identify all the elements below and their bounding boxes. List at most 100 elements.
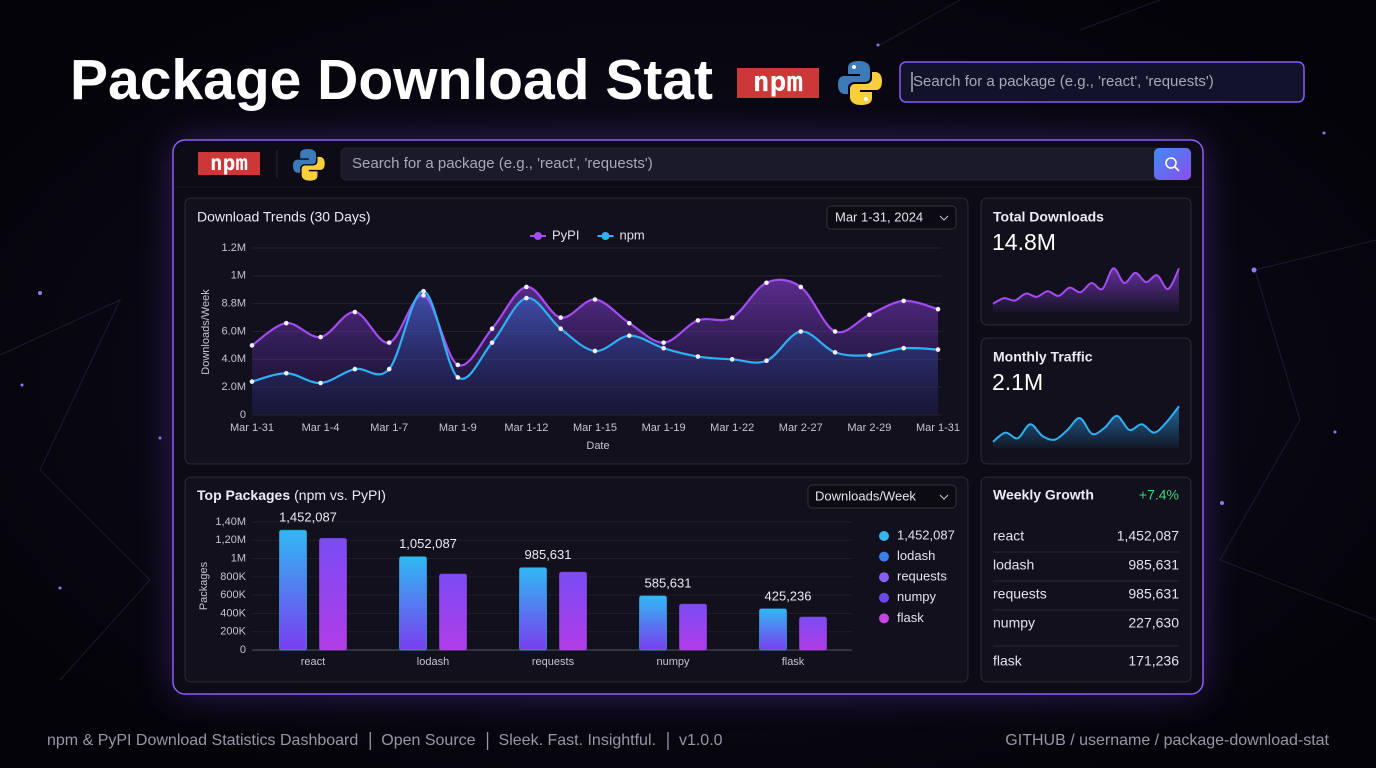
data-point — [627, 333, 632, 338]
background-stars — [20, 43, 1337, 590]
legend-marker — [879, 531, 889, 541]
bar — [319, 537, 347, 651]
y-axis-label: Packages — [198, 561, 210, 610]
data-point — [421, 288, 426, 294]
data-point — [558, 326, 563, 332]
y-tick-label: 0 — [240, 644, 246, 656]
footer-link[interactable]: GITHUB / username / package-download-sta… — [1005, 732, 1329, 749]
y-tick-label: 4.0M — [222, 353, 246, 365]
background-lines — [0, 0, 1376, 681]
x-axis-label: Date — [586, 440, 609, 452]
dropdown-chevron — [939, 494, 949, 500]
y-axis-label: Downloads/Week — [200, 289, 212, 375]
date-dropdown[interactable] — [826, 205, 957, 230]
trends-title: Download Trends (30 Days) — [197, 209, 371, 225]
data-point — [524, 295, 529, 301]
legend-marker — [879, 592, 889, 603]
kpi-value: 14.8M — [992, 229, 1056, 255]
footer-item: Sleek. Fast. Insightful. — [499, 732, 656, 749]
bar-annotation: 985,631 — [525, 547, 572, 562]
x-tick-label: Mar 1-31 — [230, 422, 274, 434]
legend-marker — [879, 613, 889, 624]
bar-annotation: 1,452,087 — [279, 510, 337, 525]
npm-logo-bg — [737, 68, 819, 98]
toolbar-npm-logo: npm — [198, 151, 260, 175]
growth-value: 171,236 — [1128, 653, 1179, 669]
sparkline-area — [993, 268, 1179, 312]
y-tick-label: 2.0M — [222, 381, 246, 393]
data-point — [421, 293, 426, 298]
growth-name: lodash — [993, 557, 1034, 573]
growth-name: flask — [993, 653, 1023, 669]
toolbar-python-logo — [293, 149, 325, 181]
y-tick-label: 1.2M — [222, 242, 246, 254]
growth-value: 985,631 — [1128, 586, 1179, 602]
y-tick-label: 1,20M — [215, 534, 246, 546]
footer-item: npm & PyPI Download Statistics Dashboard — [47, 732, 358, 749]
packages-title-main: Top Packages — [197, 487, 290, 503]
data-point — [318, 334, 323, 340]
x-tick-label: lodash — [417, 656, 449, 668]
toolbar-npm-bg — [198, 152, 260, 175]
data-point — [832, 350, 838, 355]
search-button[interactable] — [1154, 148, 1191, 180]
page-title: Package Download Stat — [70, 48, 713, 112]
x-tick-label: Mar 1-12 — [504, 422, 548, 434]
metric-dropdown[interactable] — [807, 484, 957, 509]
data-point — [352, 366, 358, 372]
x-tick-label: numpy — [656, 656, 690, 668]
x-tick-label: Mar 1-22 — [710, 422, 754, 434]
legend-marker — [534, 232, 542, 240]
data-point — [901, 298, 906, 304]
legend-label: requests — [897, 569, 947, 584]
growth-title: Weekly Growth — [993, 487, 1094, 503]
bar — [519, 567, 547, 651]
packages-title: Top Packages (npm vs. PyPI) — [197, 487, 386, 503]
legend-label: npm — [619, 227, 644, 242]
data-point — [729, 357, 735, 362]
growth-name: react — [993, 528, 1024, 544]
data-point — [386, 366, 392, 372]
bar — [399, 556, 427, 651]
metric-dropdown-text: Downloads/Week — [815, 488, 916, 503]
npm-logo-text: npm — [753, 65, 804, 98]
bar — [279, 529, 307, 651]
data-point — [832, 329, 838, 334]
growth-change: +7.4% — [1139, 487, 1179, 503]
data-point — [284, 370, 289, 376]
data-point — [695, 318, 701, 323]
growth-value: 227,630 — [1128, 615, 1179, 631]
legend-label: flask — [897, 610, 924, 625]
legend-label: 1,452,087 — [897, 527, 955, 542]
data-point — [249, 343, 255, 348]
data-point — [489, 340, 495, 345]
data-point — [661, 340, 666, 345]
y-tick-label: 400K — [220, 607, 246, 619]
data-point — [798, 329, 804, 334]
x-tick-label: flask — [782, 656, 805, 668]
bar — [559, 571, 587, 651]
bar — [799, 616, 827, 651]
footer-item: Open Source — [381, 732, 475, 749]
y-tick-label: 1M — [231, 270, 246, 282]
y-tick-label: 1M — [231, 552, 246, 564]
x-tick-label: Mar 1-7 — [370, 422, 408, 434]
x-tick-label: Mar 2-27 — [779, 422, 823, 434]
npm-logo: npm — [737, 65, 819, 98]
x-tick-label: Mar 2-29 — [847, 422, 891, 434]
data-point — [661, 345, 666, 351]
x-tick-label: Mar 1-31 — [916, 422, 960, 434]
y-tick-label: 0 — [240, 409, 246, 421]
search-box[interactable] — [899, 61, 1305, 103]
series-line — [251, 290, 939, 385]
search-placeholder: Search for a package (e.g., 'react', 're… — [913, 73, 1214, 90]
data-point — [798, 284, 804, 290]
legend-marker — [879, 572, 889, 583]
x-tick-label: react — [301, 656, 325, 668]
bar-annotation: 1,052,087 — [399, 536, 457, 551]
data-point — [901, 345, 906, 351]
legend-label: PyPI — [552, 227, 579, 242]
bar — [679, 603, 707, 651]
data-point — [489, 326, 495, 332]
legend-marker — [601, 232, 610, 240]
